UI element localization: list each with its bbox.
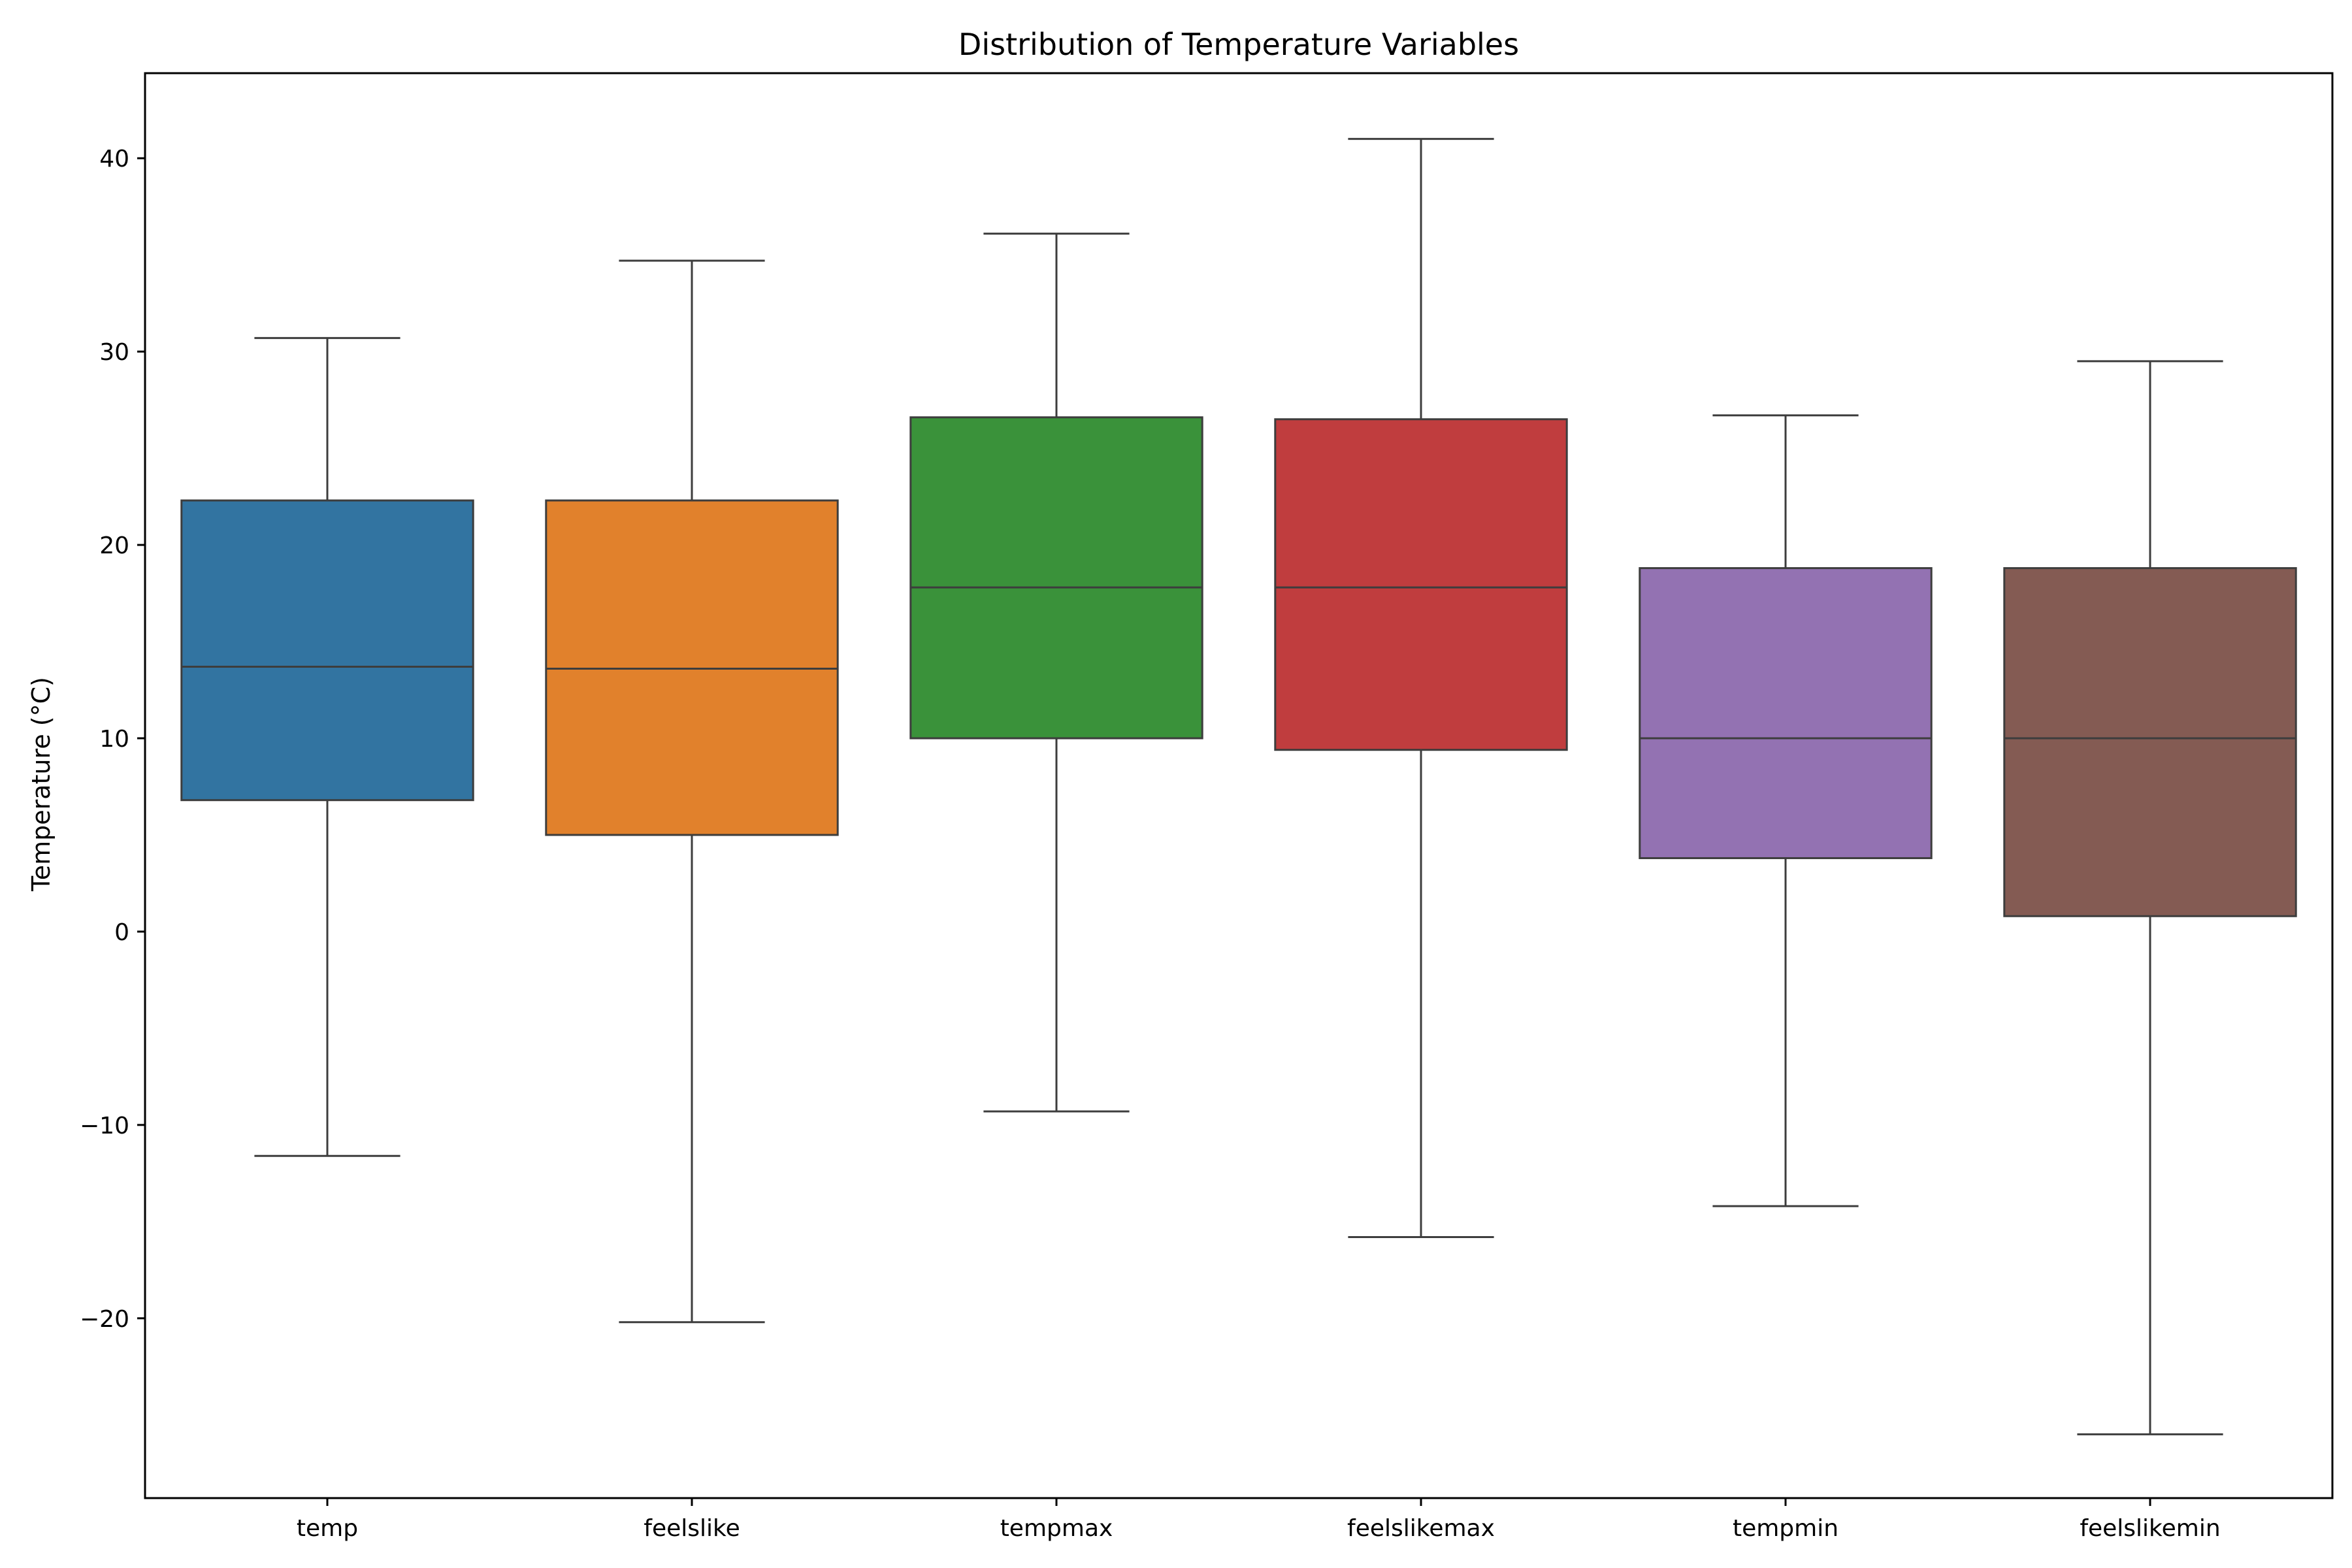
box-feelslikemax <box>1274 138 1568 1238</box>
x-tick-label: feelslikemax <box>1347 1515 1495 1542</box>
y-tick-label: 20 <box>99 532 129 559</box>
chart-title: Distribution of Temperature Variables <box>958 27 1519 62</box>
box-tempmax <box>909 233 1203 1113</box>
x-tick-label: temp <box>297 1515 358 1542</box>
x-tick-label: tempmax <box>1000 1515 1113 1542</box>
y-tick-label: −20 <box>80 1306 129 1333</box>
iqr-box <box>180 499 474 802</box>
x-tick-label: feelslikemin <box>2080 1515 2220 1542</box>
axes-frame <box>144 72 2334 1499</box>
y-axis: −20 −10 0 10 20 30 40 <box>80 146 145 1333</box>
box-tempmin <box>1639 414 1933 1207</box>
y-axis-label: Temperature (°C) <box>27 677 56 892</box>
x-tick-label: tempmin <box>1733 1515 1838 1542</box>
y-tick-label: −10 <box>80 1113 129 1139</box>
box-temp <box>180 336 474 1157</box>
y-tick-label: 30 <box>99 339 129 366</box>
y-tick-label: 10 <box>99 726 129 753</box>
iqr-box <box>1639 567 1933 859</box>
y-tick-label: 40 <box>99 146 129 172</box>
iqr-box <box>909 416 1203 740</box>
x-tick-label: feelslike <box>644 1515 740 1542</box>
iqr-box <box>1274 418 1568 751</box>
iqr-box <box>2003 567 2297 917</box>
y-tick-label: 0 <box>114 919 129 946</box>
plot-area <box>180 138 2297 1435</box>
box-feelslikemin <box>2003 360 2297 1435</box>
box-feelslike <box>545 259 839 1324</box>
x-axis: temp feelslike tempmax feelslikemax tempmin f… <box>297 1498 2221 1542</box>
